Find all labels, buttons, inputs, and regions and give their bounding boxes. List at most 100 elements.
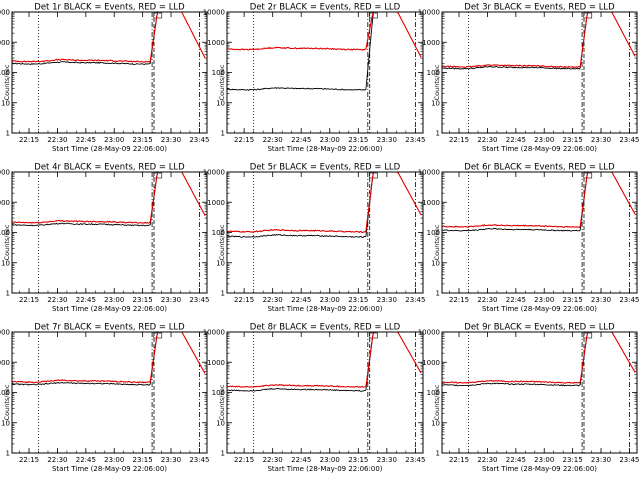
x-axis-label: Start Time (28-May-09 22:06:00) bbox=[267, 145, 382, 153]
y-tick-label: 1 bbox=[436, 450, 440, 458]
plot-frame bbox=[441, 171, 638, 294]
x-tick-label: 22:30 bbox=[263, 456, 283, 464]
plot-frame bbox=[226, 11, 424, 134]
x-tick-label: 23:15 bbox=[133, 456, 153, 464]
chart-title: Det 1r BLACK = Events, RED = LLD bbox=[34, 3, 185, 13]
y-axis-label: Counts/sec bbox=[218, 224, 226, 260]
x-tick-label: 23:45 bbox=[189, 456, 209, 464]
x-tick-label: 23:00 bbox=[104, 296, 124, 304]
series-line-lld bbox=[11, 11, 206, 63]
x-tick-label: 22:30 bbox=[47, 456, 67, 464]
chart-title: Det 9r BLACK = Events, RED = LLD bbox=[464, 323, 615, 333]
x-tick-label: 23:00 bbox=[534, 456, 554, 464]
x-tick-label: 23:30 bbox=[377, 136, 397, 144]
x-tick-label: 22:15 bbox=[19, 136, 39, 144]
y-tick-label: 100 bbox=[427, 69, 440, 77]
x-tick-label: 23:15 bbox=[563, 296, 583, 304]
plot-frame bbox=[11, 11, 208, 134]
series-line-events bbox=[226, 11, 395, 91]
x-tick-label: 22:15 bbox=[234, 456, 254, 464]
x-tick-label: 23:30 bbox=[591, 296, 611, 304]
y-tick-label: 100 bbox=[427, 389, 440, 397]
y-tick-label: 10000 bbox=[0, 169, 10, 177]
chart-panel-8: Det 8r BLACK = Events, RED = LLD Counts/s… bbox=[203, 323, 426, 474]
series-line-events bbox=[226, 171, 395, 238]
x-tick-label: 23:30 bbox=[591, 136, 611, 144]
x-tick-label: 22:15 bbox=[449, 296, 469, 304]
x-axis-label: Start Time (28-May-09 22:06:00) bbox=[482, 145, 597, 153]
x-tick-label: 23:15 bbox=[563, 456, 583, 464]
x-tick-label: 22:30 bbox=[263, 136, 283, 144]
y-axis-label: Counts/sec bbox=[433, 64, 441, 100]
series-line-lld bbox=[11, 171, 206, 224]
x-axis-label: Start Time (28-May-09 22:06:00) bbox=[267, 305, 382, 313]
x-tick-label: 23:30 bbox=[377, 296, 397, 304]
y-tick-label: 1 bbox=[436, 290, 440, 298]
chart-title: Det 7r BLACK = Events, RED = LLD bbox=[34, 323, 185, 333]
x-tick-label: 23:15 bbox=[563, 136, 583, 144]
y-tick-label: 10 bbox=[1, 99, 10, 107]
x-tick-label: 22:45 bbox=[291, 136, 311, 144]
series-line-lld bbox=[441, 11, 636, 69]
series-line-lld bbox=[226, 171, 422, 234]
plot-frame bbox=[226, 171, 424, 294]
x-tick-label: 23:45 bbox=[619, 296, 639, 304]
x-tick-label: 22:45 bbox=[291, 296, 311, 304]
chart-panel-6: Det 6r BLACK = Events, RED = LLD Counts/s… bbox=[418, 163, 640, 314]
y-tick-label: 10 bbox=[1, 419, 10, 427]
plot-frame bbox=[226, 331, 424, 454]
y-tick-label: 100 bbox=[0, 389, 10, 397]
x-tick-label: 22:45 bbox=[506, 136, 526, 144]
y-tick-label: 1 bbox=[221, 130, 225, 138]
y-tick-label: 1000 bbox=[0, 39, 10, 47]
x-tick-label: 23:45 bbox=[619, 456, 639, 464]
chart-title: Det 3r BLACK = Events, RED = LLD bbox=[464, 3, 615, 13]
x-axis-label: Start Time (28-May-09 22:06:00) bbox=[52, 465, 167, 473]
x-tick-label: 23:00 bbox=[534, 296, 554, 304]
chart-panel-7: Det 7r BLACK = Events, RED = LLD Counts/s… bbox=[0, 323, 210, 474]
y-tick-label: 1 bbox=[6, 450, 10, 458]
y-tick-label: 1000 bbox=[0, 199, 10, 207]
y-tick-label: 1 bbox=[221, 450, 225, 458]
x-tick-label: 22:15 bbox=[19, 296, 39, 304]
x-tick-label: 22:45 bbox=[506, 456, 526, 464]
y-tick-label: 1000 bbox=[207, 39, 225, 47]
series-line-lld bbox=[442, 171, 636, 229]
x-tick-label: 23:00 bbox=[320, 456, 340, 464]
y-tick-label: 1 bbox=[6, 130, 10, 138]
y-tick-label: 10000 bbox=[418, 169, 440, 177]
chart-title: Det 4r BLACK = Events, RED = LLD bbox=[34, 163, 185, 173]
y-tick-label: 10000 bbox=[203, 9, 225, 17]
y-tick-label: 1000 bbox=[422, 359, 440, 367]
x-tick-label: 23:15 bbox=[133, 136, 153, 144]
x-tick-label: 22:30 bbox=[263, 296, 283, 304]
y-tick-label: 10 bbox=[431, 99, 440, 107]
x-tick-label: 22:15 bbox=[449, 136, 469, 144]
series-line-lld bbox=[226, 11, 422, 58]
chart-title: Det 5r BLACK = Events, RED = LLD bbox=[250, 163, 401, 173]
chart-title: Det 2r BLACK = Events, RED = LLD bbox=[250, 3, 401, 13]
y-axis-label: Counts/sec bbox=[433, 224, 441, 260]
y-tick-label: 100 bbox=[212, 69, 225, 77]
y-tick-label: 100 bbox=[427, 229, 440, 237]
y-tick-label: 100 bbox=[212, 229, 225, 237]
plot-frame bbox=[11, 331, 208, 454]
x-axis-label: Start Time (28-May-09 22:06:00) bbox=[52, 145, 167, 153]
x-tick-label: 22:15 bbox=[449, 456, 469, 464]
y-tick-label: 1000 bbox=[0, 359, 10, 367]
x-tick-label: 23:00 bbox=[104, 456, 124, 464]
y-tick-label: 10 bbox=[431, 259, 440, 267]
plot-frame bbox=[441, 331, 638, 454]
y-tick-label: 1000 bbox=[207, 359, 225, 367]
y-tick-label: 1000 bbox=[207, 199, 225, 207]
x-tick-label: 23:15 bbox=[348, 456, 368, 464]
x-tick-label: 22:45 bbox=[76, 456, 96, 464]
x-tick-label: 22:30 bbox=[47, 296, 67, 304]
x-tick-label: 22:30 bbox=[477, 456, 497, 464]
y-tick-label: 10000 bbox=[418, 9, 440, 17]
y-tick-label: 10000 bbox=[0, 329, 10, 337]
y-axis-label: Counts/sec bbox=[3, 64, 11, 100]
plot-frame bbox=[441, 11, 638, 134]
y-axis-label: Counts/sec bbox=[3, 224, 11, 260]
y-axis-label: Counts/sec bbox=[218, 384, 226, 420]
